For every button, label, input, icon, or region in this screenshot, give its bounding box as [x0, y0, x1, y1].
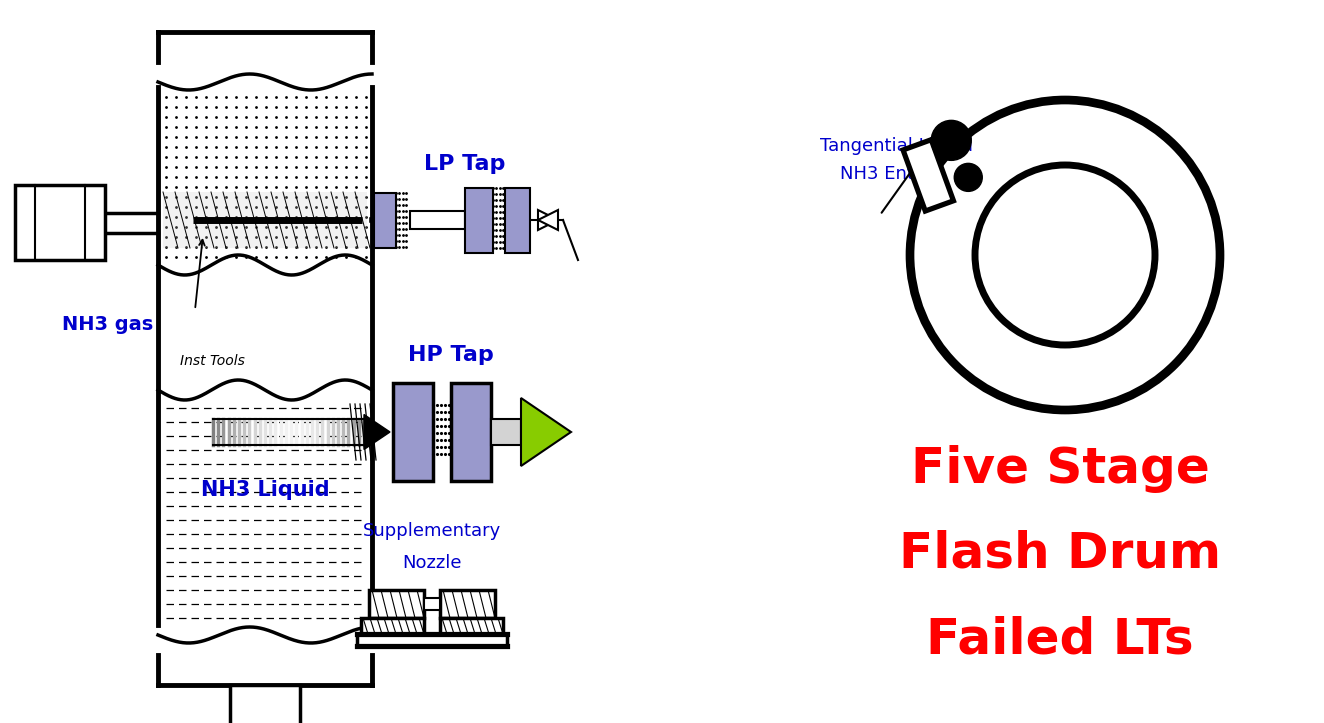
- Bar: [230, 685, 301, 723]
- Polygon shape: [903, 140, 953, 211]
- Bar: [440, 590, 495, 618]
- Text: Five Stage: Five Stage: [911, 445, 1209, 493]
- Text: NH3 Liquid: NH3 Liquid: [201, 480, 330, 500]
- Bar: [424, 598, 440, 610]
- Text: Failed LTs: Failed LTs: [927, 615, 1194, 663]
- Text: LP Tap: LP Tap: [424, 155, 506, 174]
- Bar: [393, 383, 433, 481]
- Polygon shape: [538, 210, 557, 230]
- Bar: [15, 185, 105, 260]
- Bar: [440, 618, 503, 634]
- Bar: [410, 211, 465, 229]
- Polygon shape: [364, 414, 391, 450]
- Text: Flash Drum: Flash Drum: [899, 530, 1221, 578]
- Text: Tangential Liquid: Tangential Liquid: [820, 137, 973, 155]
- Text: Inst Tools: Inst Tools: [180, 354, 245, 368]
- Circle shape: [931, 120, 972, 161]
- Bar: [451, 383, 491, 481]
- Bar: [373, 192, 396, 247]
- Bar: [361, 618, 424, 634]
- Bar: [465, 187, 493, 252]
- Polygon shape: [522, 398, 571, 466]
- Bar: [163, 192, 367, 248]
- Bar: [504, 187, 530, 252]
- Bar: [491, 419, 522, 445]
- Text: NH3 gas: NH3 gas: [62, 315, 154, 335]
- Text: Nozzle: Nozzle: [402, 554, 462, 572]
- Text: Supplementary: Supplementary: [363, 522, 500, 540]
- Polygon shape: [538, 210, 557, 230]
- Text: NH3 Entry: NH3 Entry: [839, 165, 932, 183]
- Text: HP Tap: HP Tap: [408, 345, 494, 365]
- Circle shape: [955, 163, 982, 192]
- Bar: [369, 590, 424, 618]
